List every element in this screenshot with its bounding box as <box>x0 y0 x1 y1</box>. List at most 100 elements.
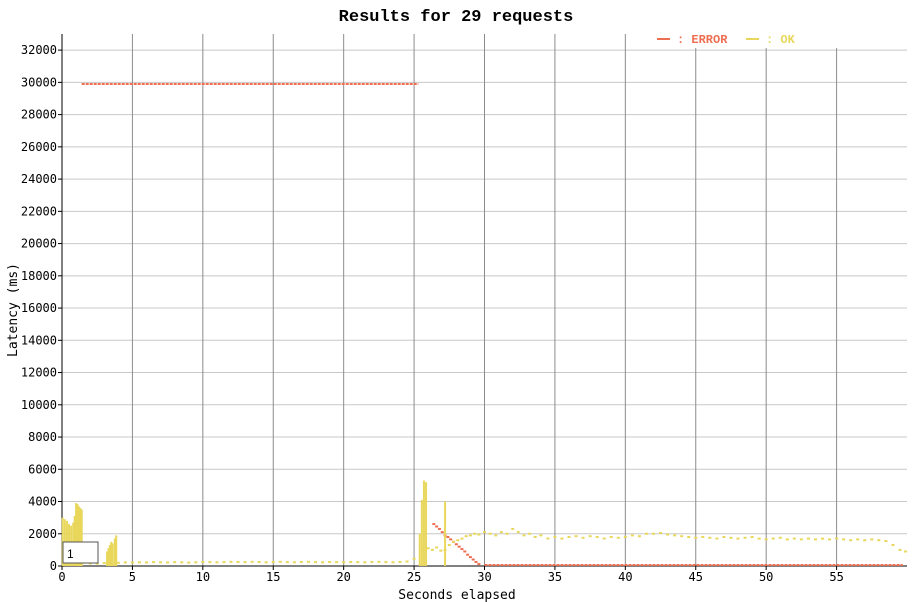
ok-point <box>644 532 648 535</box>
y-tick-label: 26000 <box>21 140 57 154</box>
ok-point <box>588 535 592 538</box>
y-tick-label: 6000 <box>28 462 57 476</box>
ok-point <box>701 535 705 538</box>
ok-point <box>574 535 578 538</box>
ok-point <box>904 550 908 553</box>
x-tick-label: 55 <box>829 570 843 584</box>
error-point <box>449 538 453 541</box>
ok-point <box>764 538 768 541</box>
error-point <box>437 527 441 530</box>
ok-point <box>842 538 846 541</box>
ok-point <box>137 561 141 564</box>
x-tick-label: 10 <box>196 570 210 584</box>
ok-point <box>849 539 853 542</box>
ok-point <box>452 540 456 543</box>
ok-point <box>483 531 486 534</box>
ok-point <box>539 534 543 537</box>
ok-bar <box>75 503 78 566</box>
ok-point <box>821 537 824 540</box>
ok-point <box>391 561 395 564</box>
ok-point <box>342 561 346 564</box>
y-tick-label: 20000 <box>21 237 57 251</box>
y-tick-label: 12000 <box>21 366 57 380</box>
ok-point <box>222 561 226 564</box>
error-point <box>477 563 481 566</box>
threshold-input-value[interactable]: 1 <box>67 547 74 561</box>
x-tick-label: 45 <box>689 570 703 584</box>
ok-point <box>659 531 663 534</box>
ok-point <box>652 532 655 535</box>
ok-point <box>435 546 439 549</box>
y-tick-label: 0 <box>50 559 57 573</box>
ok-point <box>595 535 599 538</box>
ok-point <box>264 561 268 564</box>
ok-point <box>271 560 275 563</box>
ok-point <box>443 548 447 551</box>
ok-point <box>152 561 156 564</box>
ok-point <box>299 560 303 563</box>
ok-point <box>505 532 509 535</box>
legend-error-label[interactable]: : ERROR <box>677 33 728 47</box>
ok-point <box>370 560 374 563</box>
ok-point <box>447 544 451 547</box>
ok-point <box>439 549 443 552</box>
error-point <box>457 545 461 548</box>
error-point <box>440 531 444 534</box>
error-point <box>432 523 436 526</box>
y-tick-label: 2000 <box>28 527 57 541</box>
y-tick-label: 16000 <box>21 301 57 315</box>
ok-point <box>799 538 803 541</box>
ok-point <box>201 560 205 563</box>
ok-point <box>292 561 296 564</box>
ok-point <box>426 547 430 550</box>
threshold-input[interactable]: 1 <box>62 541 99 564</box>
ok-point <box>349 560 353 563</box>
ok-point <box>460 537 464 540</box>
ok-point <box>243 561 247 564</box>
ok-point <box>884 540 888 543</box>
ok-bar <box>77 506 80 566</box>
ok-point <box>806 537 810 540</box>
ok-point <box>229 560 233 563</box>
legend[interactable]: : ERROR : OK <box>655 30 905 48</box>
y-tick-label: 14000 <box>21 333 57 347</box>
ok-bar <box>106 551 109 566</box>
x-tick-label: 50 <box>759 570 773 584</box>
ok-point <box>694 536 698 539</box>
ok-point <box>180 561 184 564</box>
ok-bar <box>444 501 447 566</box>
ok-point <box>468 534 472 537</box>
ok-point <box>473 532 477 535</box>
ok-point <box>377 560 381 563</box>
ok-point <box>398 560 402 563</box>
ok-point <box>623 535 627 538</box>
legend-ok-label[interactable]: : OK <box>766 33 796 47</box>
x-tick-label: 35 <box>548 570 562 584</box>
y-axis-label: Latency (ms) <box>6 263 21 357</box>
ok-point <box>630 534 634 537</box>
ok-point <box>159 561 163 564</box>
ok-point <box>785 538 789 541</box>
y-tick-label: 4000 <box>28 495 57 509</box>
threshold-input-box[interactable] <box>62 541 99 564</box>
ok-point <box>166 561 170 564</box>
ok-point <box>187 561 191 564</box>
x-tick-label: 20 <box>336 570 350 584</box>
ok-point <box>533 535 537 538</box>
ok-point <box>637 535 641 538</box>
ok-bar <box>113 538 116 566</box>
ok-point <box>870 538 874 541</box>
ok-point <box>553 535 557 538</box>
y-tick-label: 10000 <box>21 398 57 412</box>
ok-point <box>835 537 839 540</box>
ok-point <box>356 561 360 564</box>
ok-point <box>314 561 317 564</box>
ok-point <box>602 537 606 540</box>
x-tick-label: 0 <box>58 570 65 584</box>
ok-point <box>285 561 289 564</box>
x-tick-label: 40 <box>618 570 632 584</box>
error-point <box>454 543 458 546</box>
grid <box>62 34 907 566</box>
error-point <box>474 560 478 563</box>
ok-point <box>412 557 416 560</box>
